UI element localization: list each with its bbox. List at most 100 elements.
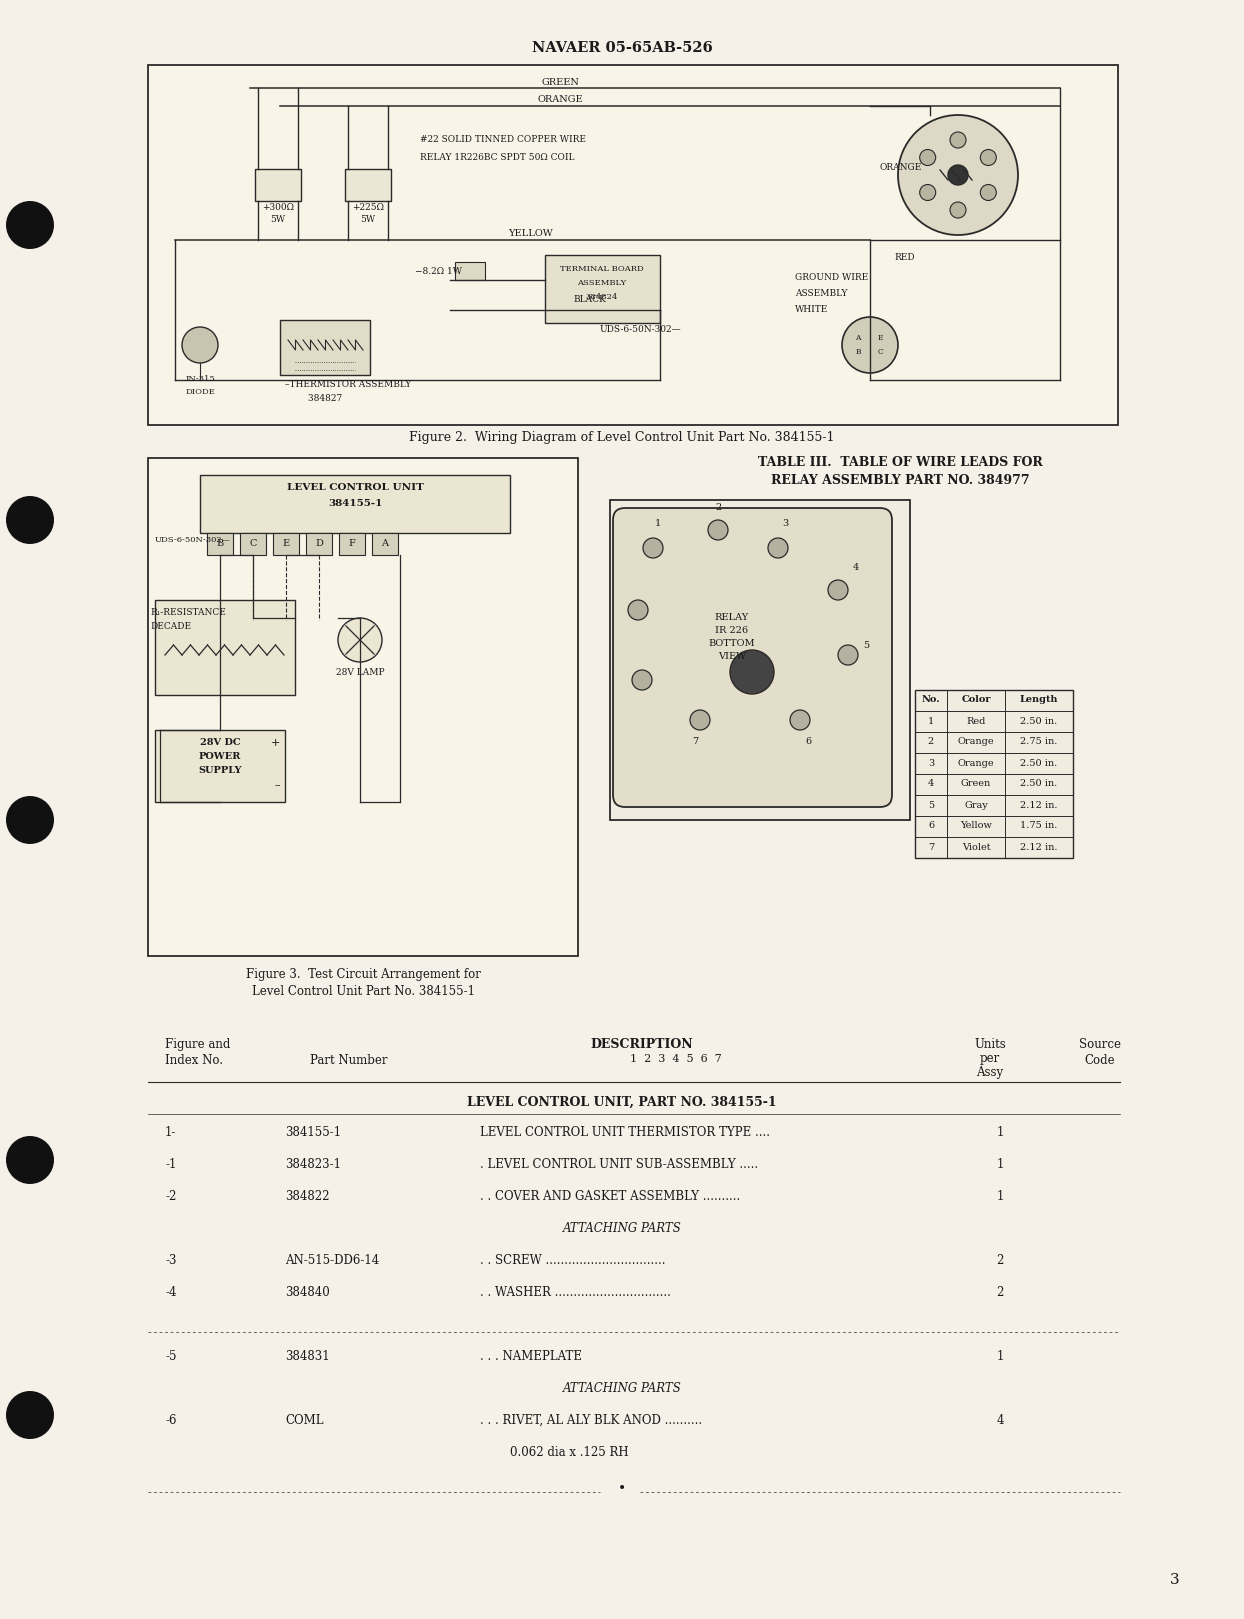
Text: 1: 1: [928, 717, 934, 725]
Text: 2: 2: [928, 738, 934, 746]
Text: DECADE: DECADE: [151, 622, 192, 631]
Bar: [200, 474, 510, 533]
Text: -2: -2: [165, 1190, 177, 1203]
Text: UDS-6-50N-302—: UDS-6-50N-302—: [600, 325, 682, 335]
Circle shape: [768, 538, 787, 559]
Text: . LEVEL CONTROL UNIT SUB-ASSEMBLY .....: . LEVEL CONTROL UNIT SUB-ASSEMBLY .....: [480, 1158, 758, 1171]
Text: 1: 1: [996, 1158, 1004, 1171]
Text: 384823-1: 384823-1: [285, 1158, 341, 1171]
Bar: [345, 168, 391, 201]
Text: . . . NAMEPLATE: . . . NAMEPLATE: [480, 1350, 582, 1363]
Text: 5W: 5W: [361, 214, 376, 223]
Text: 384840: 384840: [285, 1285, 330, 1298]
Text: . . COVER AND GASKET ASSEMBLY ..........: . . COVER AND GASKET ASSEMBLY ..........: [480, 1190, 740, 1203]
Text: Gray: Gray: [964, 800, 988, 810]
Text: F: F: [348, 539, 356, 547]
Text: 384155-1: 384155-1: [285, 1125, 341, 1140]
Text: GREEN: GREEN: [541, 78, 578, 87]
Circle shape: [338, 618, 382, 662]
Text: Part Number: Part Number: [310, 1054, 387, 1067]
Text: 1: 1: [996, 1125, 1004, 1140]
Bar: [280, 321, 369, 376]
Text: -6: -6: [165, 1413, 177, 1426]
Text: UDS-6-50N-302—: UDS-6-50N-302—: [156, 536, 231, 544]
Text: 4: 4: [928, 779, 934, 788]
Text: Yellow: Yellow: [960, 821, 991, 831]
Text: 2.12 in.: 2.12 in.: [1020, 800, 1057, 810]
Text: 7: 7: [692, 738, 698, 746]
Text: RELAY
IR 226
BOTTOM
VIEW: RELAY IR 226 BOTTOM VIEW: [709, 612, 755, 661]
Circle shape: [708, 520, 728, 541]
Circle shape: [730, 649, 774, 695]
Text: −8.2Ω 1W: −8.2Ω 1W: [415, 267, 462, 277]
Text: ORANGE: ORANGE: [880, 164, 922, 173]
Text: GROUND WIRE: GROUND WIRE: [795, 274, 868, 282]
Circle shape: [948, 165, 968, 185]
Text: Index No.: Index No.: [165, 1054, 223, 1067]
Text: 3: 3: [782, 518, 789, 528]
Text: -3: -3: [165, 1255, 177, 1268]
Text: NAVAER 05-65AB-526: NAVAER 05-65AB-526: [531, 40, 713, 55]
Text: A: A: [382, 539, 388, 547]
Text: -4: -4: [165, 1285, 177, 1298]
Text: YELLOW: YELLOW: [508, 230, 552, 238]
Circle shape: [790, 711, 810, 730]
Text: D: D: [315, 539, 323, 547]
Text: Color: Color: [962, 696, 990, 704]
Text: Level Control Unit Part No. 384155-1: Level Control Unit Part No. 384155-1: [251, 984, 474, 997]
Bar: [156, 601, 295, 695]
Text: WHITE: WHITE: [795, 306, 829, 314]
Text: 7: 7: [928, 842, 934, 852]
Circle shape: [829, 580, 848, 601]
Text: per: per: [980, 1052, 1000, 1065]
Text: +300Ω: +300Ω: [262, 202, 294, 212]
Circle shape: [842, 317, 898, 372]
Text: 2: 2: [715, 502, 722, 512]
Bar: [916, 690, 1074, 858]
Circle shape: [919, 185, 935, 201]
Text: E: E: [877, 334, 883, 342]
Text: #22 SOLID TINNED COPPER WIRE: #22 SOLID TINNED COPPER WIRE: [420, 136, 586, 144]
Text: C: C: [249, 539, 256, 547]
Text: RED: RED: [894, 254, 916, 262]
Text: AN-515-DD6-14: AN-515-DD6-14: [285, 1255, 379, 1268]
Text: BLACK: BLACK: [573, 296, 606, 304]
Bar: [545, 256, 661, 324]
Circle shape: [6, 495, 53, 544]
Text: 384155-1: 384155-1: [328, 499, 382, 508]
Bar: [207, 533, 233, 555]
Bar: [148, 65, 1118, 426]
Text: -5: -5: [165, 1350, 177, 1363]
Text: B: B: [855, 348, 861, 356]
Text: 384831: 384831: [285, 1350, 330, 1363]
Text: 2.50 in.: 2.50 in.: [1020, 779, 1057, 788]
Bar: [255, 168, 301, 201]
Text: E: E: [282, 539, 290, 547]
Text: +225Ω: +225Ω: [352, 202, 384, 212]
Text: 2: 2: [996, 1255, 1004, 1268]
Text: Source: Source: [1079, 1038, 1121, 1051]
Text: . . WASHER ...............................: . . WASHER .............................…: [480, 1285, 671, 1298]
Text: ATTACHING PARTS: ATTACHING PARTS: [562, 1222, 682, 1235]
Text: COML: COML: [285, 1413, 323, 1426]
Bar: [610, 500, 911, 819]
Text: RELAY ASSEMBLY PART NO. 384977: RELAY ASSEMBLY PART NO. 384977: [771, 473, 1029, 486]
Text: TABLE III.  TABLE OF WIRE LEADS FOR: TABLE III. TABLE OF WIRE LEADS FOR: [758, 455, 1042, 468]
Text: 2.50 in.: 2.50 in.: [1020, 717, 1057, 725]
Circle shape: [950, 202, 967, 219]
Circle shape: [980, 149, 996, 165]
Circle shape: [628, 601, 648, 620]
Circle shape: [643, 538, 663, 559]
Text: 1.75 in.: 1.75 in.: [1020, 821, 1057, 831]
Text: ATTACHING PARTS: ATTACHING PARTS: [562, 1383, 682, 1396]
Circle shape: [6, 1137, 53, 1183]
Text: -1: -1: [165, 1158, 177, 1171]
Text: Figure 2.  Wiring Diagram of Level Control Unit Part No. 384155-1: Figure 2. Wiring Diagram of Level Contro…: [409, 432, 835, 445]
Text: 0.062 dia x .125 RH: 0.062 dia x .125 RH: [510, 1446, 628, 1459]
Text: Green: Green: [960, 779, 991, 788]
Text: Figure 3.  Test Circuit Arrangement for: Figure 3. Test Circuit Arrangement for: [245, 968, 480, 981]
Circle shape: [838, 644, 858, 665]
Text: C: C: [877, 348, 883, 356]
Text: LEVEL CONTROL UNIT: LEVEL CONTROL UNIT: [286, 482, 423, 492]
Text: A: A: [856, 334, 861, 342]
